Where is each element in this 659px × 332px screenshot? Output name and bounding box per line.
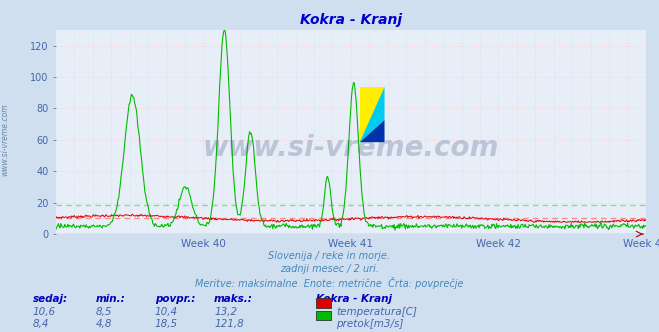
Text: povpr.:: povpr.:	[155, 294, 195, 304]
Text: www.si-vreme.com: www.si-vreme.com	[1, 103, 10, 176]
Text: pretok[m3/s]: pretok[m3/s]	[336, 319, 403, 329]
Text: sedaj:: sedaj:	[33, 294, 68, 304]
Text: 121,8: 121,8	[214, 319, 244, 329]
Text: temperatura[C]: temperatura[C]	[336, 307, 417, 317]
Text: 10,6: 10,6	[33, 307, 56, 317]
Text: 8,4: 8,4	[33, 319, 49, 329]
Polygon shape	[360, 87, 385, 142]
Polygon shape	[360, 120, 385, 142]
Text: 8,5: 8,5	[96, 307, 112, 317]
Text: maks.:: maks.:	[214, 294, 253, 304]
Text: 10,4: 10,4	[155, 307, 178, 317]
Text: 4,8: 4,8	[96, 319, 112, 329]
Text: Slovenija / reke in morje.: Slovenija / reke in morje.	[268, 251, 391, 261]
Title: Kokra - Kranj: Kokra - Kranj	[300, 13, 402, 27]
Text: zadnji mesec / 2 uri.: zadnji mesec / 2 uri.	[280, 264, 379, 274]
Text: 18,5: 18,5	[155, 319, 178, 329]
Polygon shape	[360, 87, 385, 142]
Text: min.:: min.:	[96, 294, 125, 304]
Text: 13,2: 13,2	[214, 307, 237, 317]
Text: Kokra - Kranj: Kokra - Kranj	[316, 294, 392, 304]
Text: Meritve: maksimalne  Enote: metrične  Črta: povprečje: Meritve: maksimalne Enote: metrične Črta…	[195, 277, 464, 289]
Text: www.si-vreme.com: www.si-vreme.com	[203, 134, 499, 162]
